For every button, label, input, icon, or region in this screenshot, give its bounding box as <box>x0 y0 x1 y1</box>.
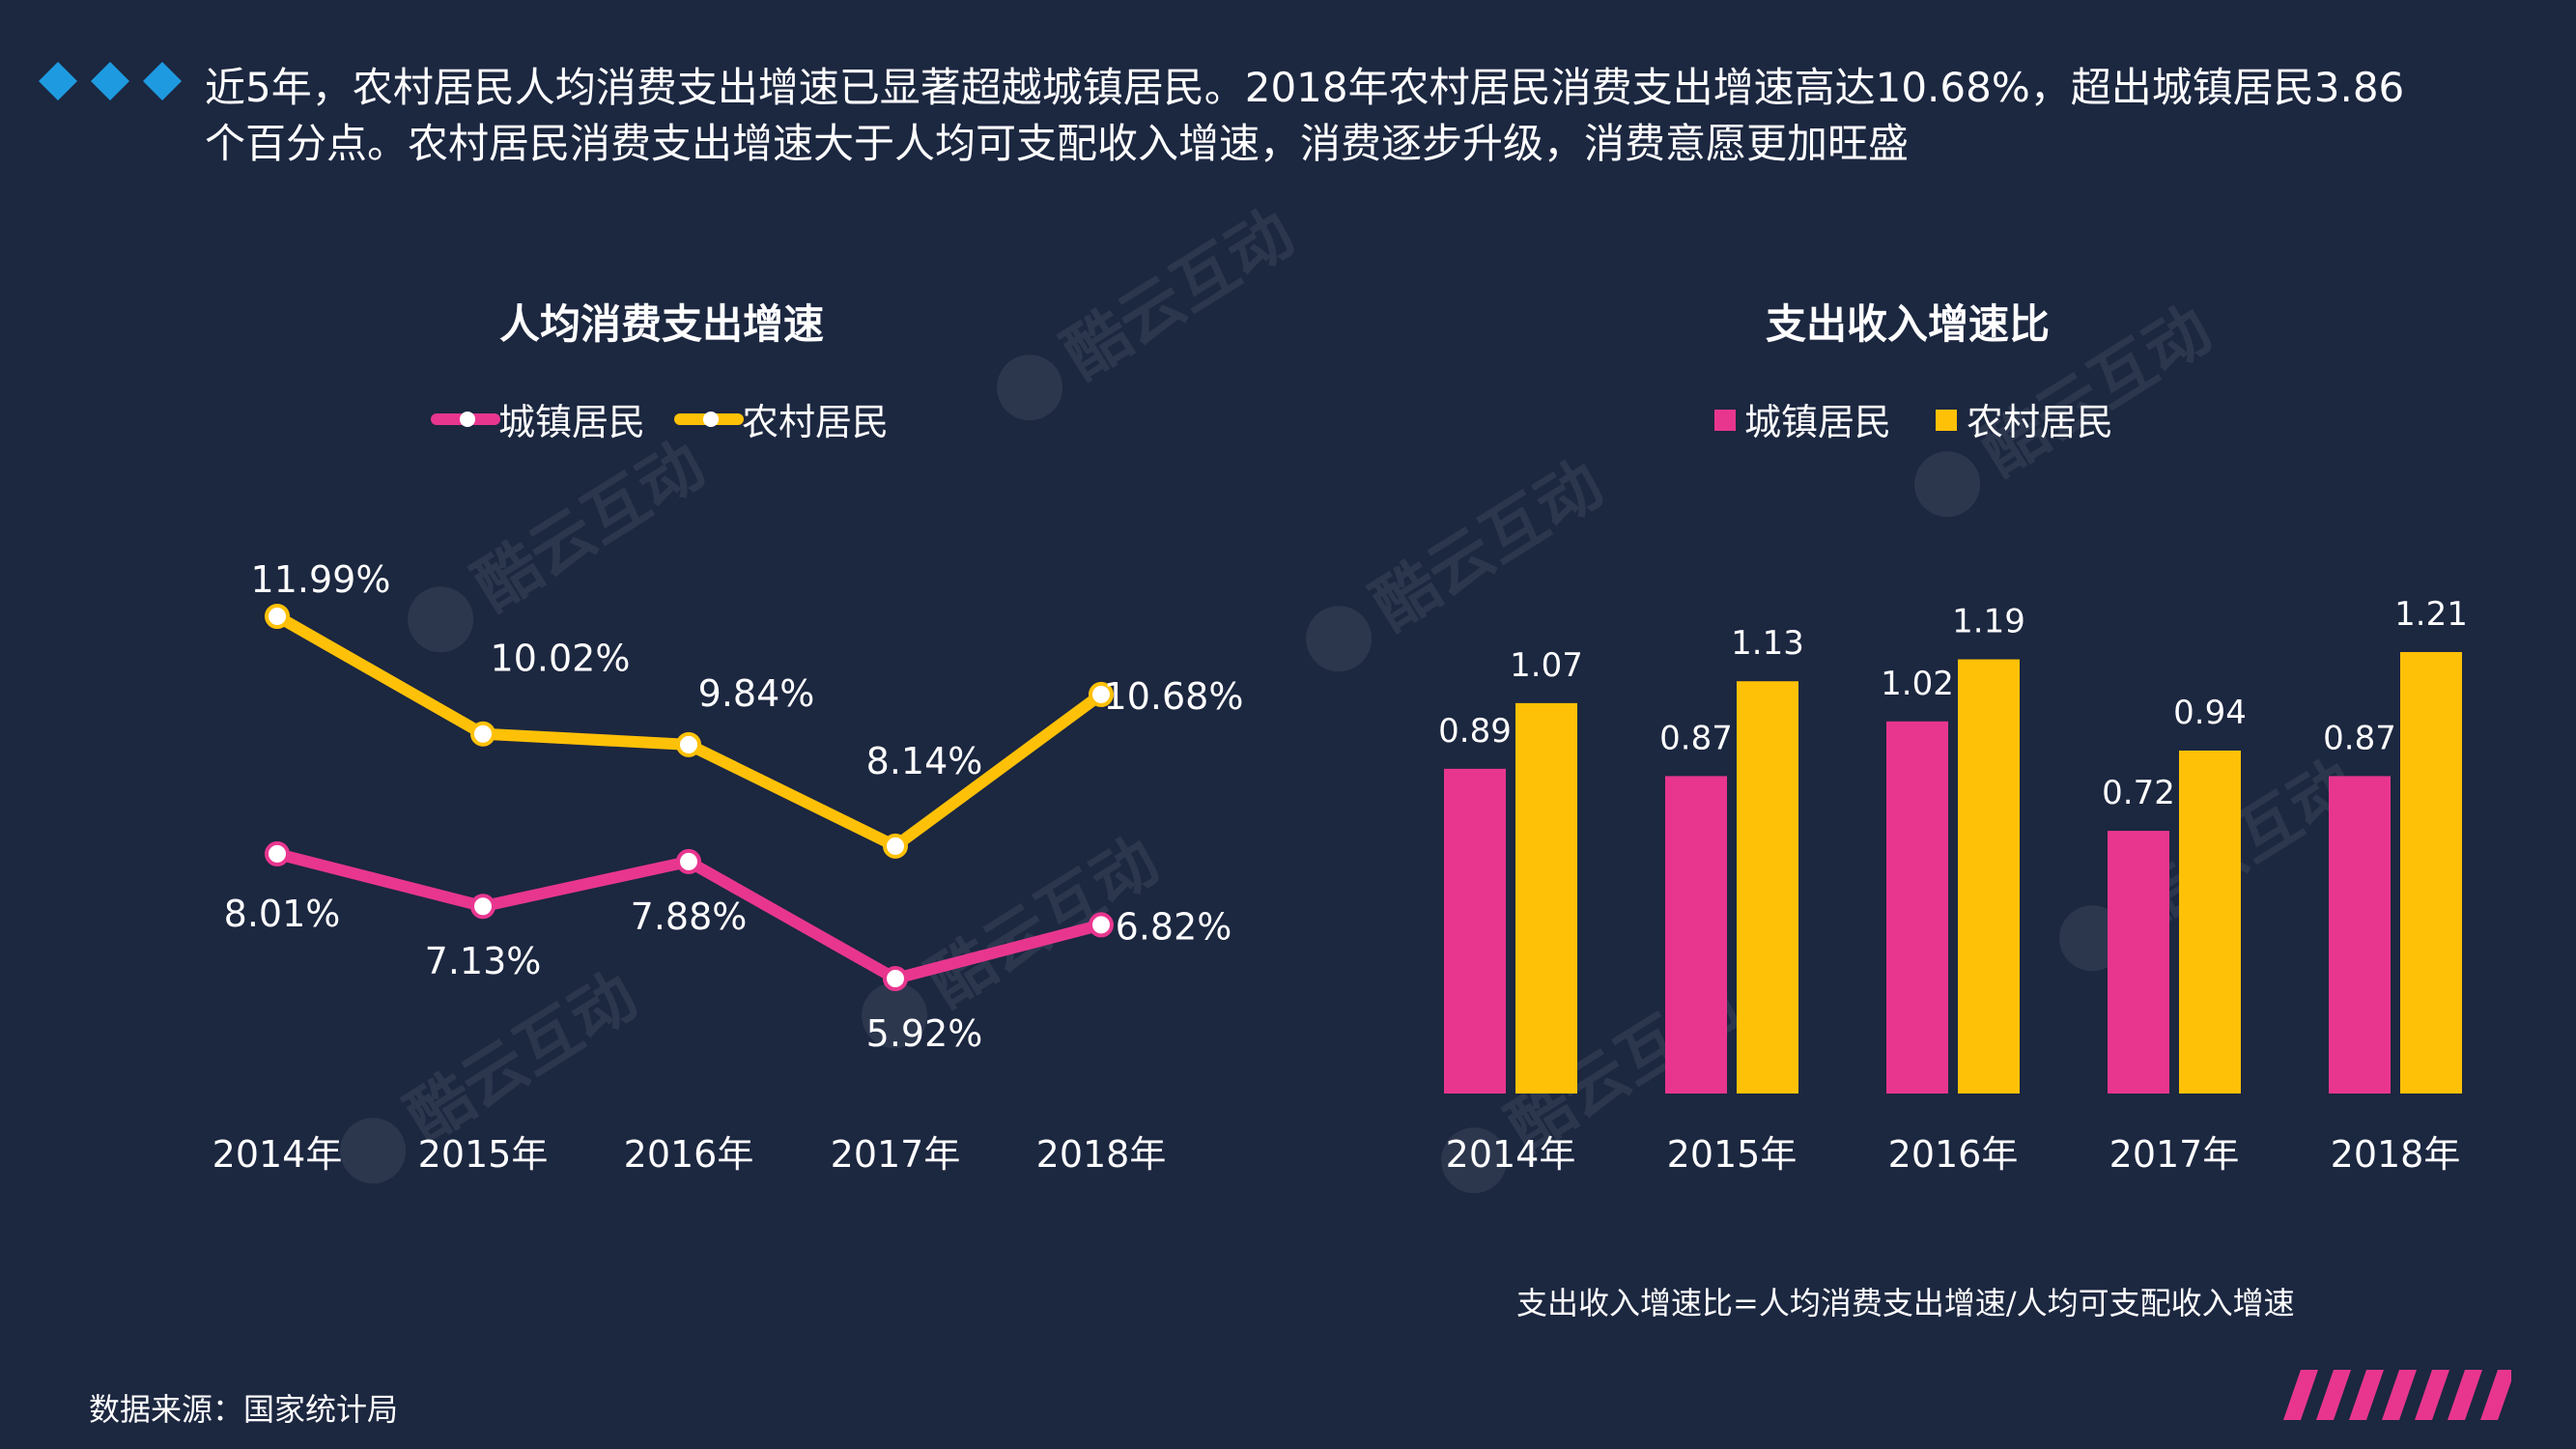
line-data-label: 7.13% <box>425 940 542 982</box>
bar-data-label: 0.89 <box>1438 712 1512 751</box>
bar-rural <box>1515 702 1577 1094</box>
bar-urban <box>1886 721 1948 1094</box>
bar-rural <box>2400 652 2462 1094</box>
line-point-rural <box>470 721 495 747</box>
diamond-icon <box>39 62 77 100</box>
diamond-icon <box>143 62 182 100</box>
legend-label-urban: 城镇居民 <box>498 401 645 443</box>
bar-urban <box>2108 831 2169 1094</box>
line-x-tick-label: 2015年 <box>418 1133 549 1176</box>
bar-rural <box>1958 659 2020 1094</box>
line-chart-title: 人均消费支出增速 <box>499 300 824 348</box>
line-x-tick-label: 2014年 <box>212 1133 343 1176</box>
bar-data-label: 0.94 <box>2173 694 2247 732</box>
bar-data-label: 1.19 <box>1952 603 2025 641</box>
bar-x-tick-label: 2016年 <box>1888 1133 2019 1176</box>
bar-chart-plot: 0.89 1.07 2014年 0.87 1.13 2015年 1.02 1.19 2016年 0… <box>1438 595 2468 1176</box>
legend-label-urban: 城镇居民 <box>1744 401 1891 443</box>
line-chart-plot: 8.01% 7.13% 7.88% 5.92% 6.82% 11.99% 10.02% 9.8… <box>212 558 1244 1176</box>
line-chart-legend: 城镇居民 农村居民 <box>431 401 889 443</box>
bar-x-tick-label: 2015年 <box>1667 1133 1798 1176</box>
legend-marker-rural <box>703 412 719 427</box>
line-data-label: 10.68% <box>1104 675 1244 718</box>
legend-label-rural: 农村居民 <box>1967 401 2113 443</box>
decorative-stripes-icon <box>2283 1370 2511 1420</box>
header-summary-text: 近5年，农村居民人均消费支出增速已显著超越城镇居民。2018年农村居民消费支出增… <box>205 64 2405 167</box>
bar-rural <box>2179 750 2241 1094</box>
legend-item-urban: 城镇居民 <box>1714 401 1891 443</box>
line-point-rural <box>883 833 908 859</box>
bar-urban <box>2329 776 2391 1094</box>
line-point-rural <box>676 731 701 757</box>
bar-data-label: 0.87 <box>2323 719 2396 757</box>
line-x-tick-label: 2018年 <box>1036 1133 1167 1176</box>
bar-data-label: 1.07 <box>1510 646 1583 685</box>
line-point-urban <box>470 894 495 920</box>
line-data-label: 10.02% <box>491 638 631 680</box>
line-data-label: 6.82% <box>1116 905 1232 948</box>
line-point-urban <box>676 848 701 874</box>
line-x-tick-label: 2016年 <box>624 1133 754 1176</box>
bar-x-tick-label: 2014年 <box>1446 1133 1576 1176</box>
legend-label-rural: 农村居民 <box>742 401 889 443</box>
bar-urban <box>1665 776 1727 1094</box>
bar-data-label: 1.02 <box>1881 665 1954 703</box>
line-point-urban <box>265 840 290 867</box>
bar-data-label: 1.21 <box>2394 595 2468 634</box>
line-data-label: 7.88% <box>631 895 748 938</box>
bar-chart-legend: 城镇居民 农村居民 <box>1714 401 2113 443</box>
line-x-tick-label: 2017年 <box>831 1133 961 1176</box>
line-data-label: 9.84% <box>698 672 815 715</box>
legend-item-rural: 农村居民 <box>674 401 889 443</box>
line-point-urban <box>883 966 908 991</box>
bar-x-tick-label: 2018年 <box>2331 1133 2461 1176</box>
line-point-rural <box>265 604 290 629</box>
line-point-urban <box>1089 912 1114 938</box>
bar-x-tick-label: 2017年 <box>2109 1133 2240 1176</box>
line-data-label: 5.92% <box>866 1012 983 1055</box>
diamond-icon <box>91 62 129 100</box>
line-data-label: 11.99% <box>251 558 391 601</box>
legend-item-rural: 农村居民 <box>1936 401 2113 443</box>
bar-data-label: 0.87 <box>1659 719 1733 757</box>
bar-chart-title: 支出收入增速比 <box>1766 300 2050 348</box>
bar-data-label: 0.72 <box>2102 774 2175 812</box>
legend-marker-urban <box>460 412 475 427</box>
header-diamond-icons <box>39 62 182 100</box>
line-data-label: 8.14% <box>866 740 983 782</box>
legend-item-urban: 城镇居民 <box>431 401 645 443</box>
data-source: 数据来源：国家统计局 <box>89 1391 399 1428</box>
bar-chart-footnote: 支出收入增速比=人均消费支出增速/人均可支配收入增速 <box>1516 1285 2295 1321</box>
line-series-rural <box>271 611 1107 852</box>
legend-swatch-rural <box>1936 410 1957 431</box>
bar-data-label: 1.13 <box>1731 624 1804 663</box>
legend-swatch-urban <box>1714 410 1736 431</box>
bar-urban <box>1444 768 1506 1094</box>
line-point-rural <box>1089 681 1114 707</box>
bar-rural <box>1737 681 1798 1094</box>
line-data-label: 8.01% <box>224 893 341 935</box>
